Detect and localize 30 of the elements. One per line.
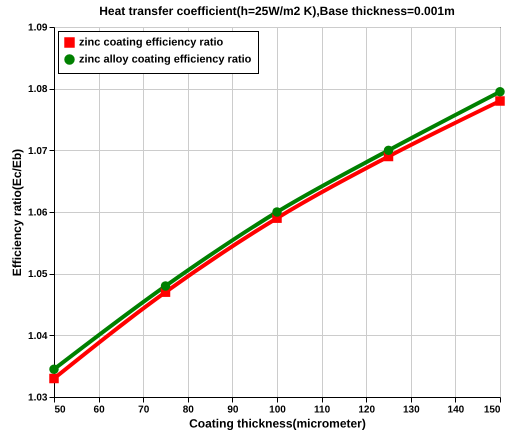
x-tick-label: 140 xyxy=(448,404,465,416)
y-tick-label: 1.09 xyxy=(28,22,48,34)
point xyxy=(160,281,170,291)
point xyxy=(49,374,59,384)
point xyxy=(495,96,505,106)
x-tick-label: 130 xyxy=(402,404,420,416)
y-tick-label: 1.04 xyxy=(28,330,48,342)
y-tick-label: 1.06 xyxy=(28,208,48,218)
x-tick-label: 150 xyxy=(484,404,501,416)
legend-label: zinc coating efficiency ratio xyxy=(79,36,224,48)
x-tick-label: 90 xyxy=(227,404,239,416)
y-tick-label: 1.07 xyxy=(28,146,48,157)
x-tick-label: 120 xyxy=(358,404,376,416)
y-tick-label: 1.05 xyxy=(28,269,48,280)
y-axis-title: Efficiency ratio(Ec/Eb) xyxy=(10,148,24,276)
x-tick-label: 70 xyxy=(138,404,150,416)
point xyxy=(272,207,282,217)
y-tick-label: 1.03 xyxy=(28,392,48,404)
x-tick-label: 110 xyxy=(314,404,331,416)
legend-label: zinc alloy coating efficiency ratio xyxy=(79,54,252,66)
x-tick-label: 50 xyxy=(54,404,66,416)
point xyxy=(49,364,59,374)
x-tick-label: 80 xyxy=(182,404,194,416)
x-tick-label: 60 xyxy=(94,404,106,416)
chart-title: Heat transfer coefficient(h=25W/m2 K),Base thickness=0.001m xyxy=(99,4,455,18)
x-tick-label: 100 xyxy=(269,404,286,416)
x-axis-title: Coating thickness(micrometer) xyxy=(189,416,366,430)
y-tick-label: 1.08 xyxy=(28,84,48,96)
point xyxy=(384,146,394,156)
point xyxy=(495,87,505,96)
